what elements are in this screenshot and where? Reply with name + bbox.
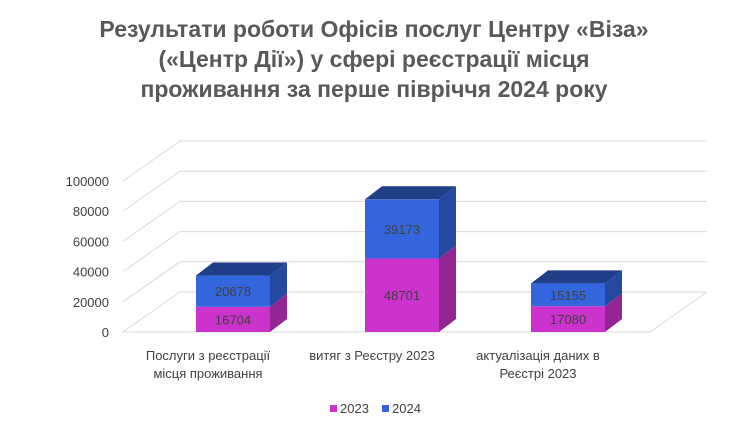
legend-swatch (382, 405, 389, 412)
bar-segment-2023: 17080 (531, 293, 622, 332)
bar-front (196, 306, 270, 332)
bar-side (270, 262, 287, 307)
bar-front (531, 283, 605, 307)
legend-label: 2023 (340, 401, 369, 416)
legend-item-2023: 2023 (330, 401, 369, 416)
y-tick-label: 0 (102, 325, 109, 340)
legend-label: 2024 (392, 401, 421, 416)
y-axis-ticks: 0 20000 40000 60000 80000 100000 (66, 174, 109, 340)
data-label: 15155 (550, 288, 586, 303)
data-label: 48701 (384, 288, 420, 303)
gridline (122, 170, 707, 212)
bar-front (365, 199, 439, 259)
chart-title-line: Результати роботи Офісів послуг Центру «… (99, 16, 648, 42)
bar-top (531, 270, 622, 284)
bar-segment-2024: 39173 (365, 186, 456, 259)
gridline (122, 231, 707, 273)
data-label: 17080 (550, 312, 586, 327)
legend-swatch (330, 405, 337, 412)
floor-edge (123, 291, 708, 333)
y-tick-label: 40000 (73, 265, 109, 280)
bar-front (531, 306, 605, 332)
bar-segment-2024: 20678 (196, 262, 287, 307)
category-label: витяг з Реєстру 2023 (309, 348, 435, 363)
data-label: 20678 (215, 284, 251, 299)
gridline (122, 200, 707, 242)
data-label: 39173 (384, 222, 420, 237)
chart-title: Результати роботи Офісів послуг Центру «… (99, 16, 648, 102)
y-tick-label: 80000 (73, 204, 109, 219)
chart-gridlines (122, 140, 708, 333)
category-label: актуалізація даних в Реєстрі 2023 (476, 348, 600, 381)
category-label: Послуги з реєстрації місця проживання (146, 348, 271, 381)
bar-side (270, 293, 287, 332)
bar-front (365, 258, 439, 332)
bar-top (196, 262, 287, 276)
bar-top (365, 186, 456, 200)
y-tick-label: 60000 (73, 234, 109, 249)
bar-side (439, 186, 456, 259)
chart-legend: 2023 2024 (330, 401, 421, 416)
bar-side (605, 293, 622, 332)
bar-side (605, 270, 622, 307)
x-axis-categories: Послуги з реєстрації місця проживання витя… (146, 348, 600, 381)
gridline (122, 261, 707, 303)
bar-segment-2023: 16704 (196, 293, 287, 332)
bar-segment-2023: 48701 (365, 245, 456, 332)
chart-bars: 16704 20678 48701 39173 17080 15155 (196, 186, 622, 332)
data-label: 16704 (215, 312, 251, 327)
y-tick-label: 20000 (73, 295, 109, 310)
y-tick-label: 100000 (66, 174, 109, 189)
bar-segment-2024: 15155 (531, 270, 622, 307)
chart-title-line: («Центр Дії») у сфері реєстрації місця (158, 46, 589, 72)
legend-item-2024: 2024 (382, 401, 421, 416)
bar-front (196, 275, 270, 307)
gridline (122, 140, 707, 182)
chart-title-line: проживання за перше півріччя 2024 року (140, 76, 607, 102)
bar-side (439, 245, 456, 332)
